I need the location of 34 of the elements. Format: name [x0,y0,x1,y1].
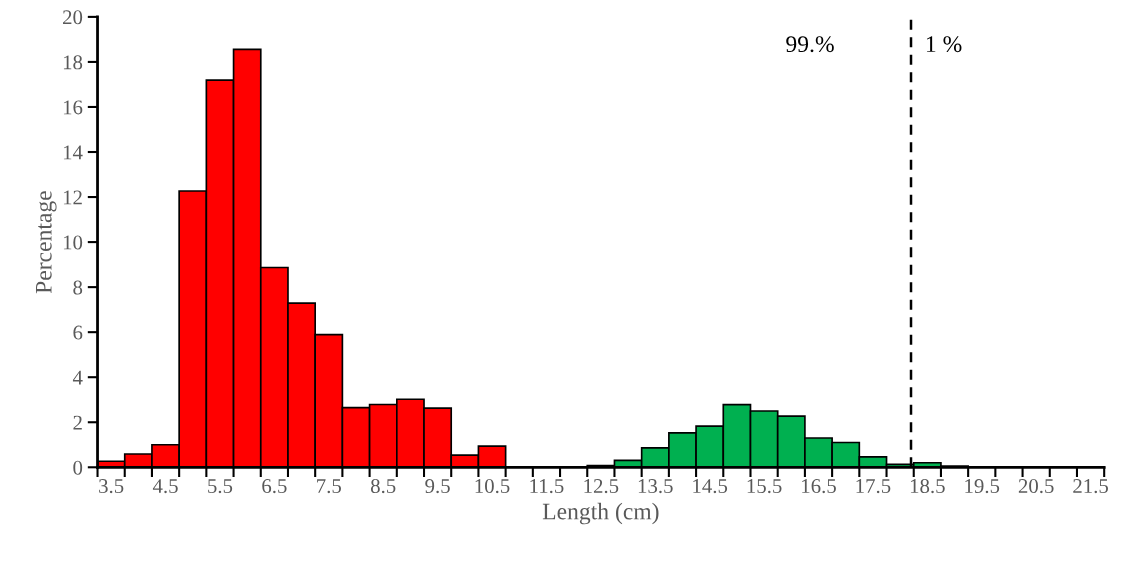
x-tick-label: 19.5 [965,479,1000,494]
y-tick-label: 12 [63,190,82,205]
y-tick-label: 6 [73,325,83,340]
y-tick-label: 14 [63,145,83,160]
y-tick-label: 0 [73,460,83,475]
y-tick-label: 4 [72,370,83,385]
x-tick-label: 17.5 [856,479,891,494]
x-tick-label: 5.5 [208,479,233,494]
x-tick-label: 12.5 [584,479,619,494]
x-tick-label: 20.5 [1018,479,1054,494]
y-tick-label: 2 [73,415,82,430]
x-tick-label: 15.5 [747,479,782,494]
x-axis-title: Length (cm) [542,502,659,525]
annotation: 1 % [926,36,962,53]
x-tick-label: 3.5 [99,479,124,494]
x-tick-label: 7.5 [317,479,341,494]
x-tick-label: 9.5 [425,479,450,494]
y-tick-label: 8 [73,280,83,295]
y-tick-label: 10 [63,235,83,250]
x-tick-label: 11.5 [530,479,564,494]
x-tick-label: 8.5 [370,479,396,494]
x-tick-label: 6.5 [262,479,287,494]
x-tick-label: 13.5 [638,479,673,494]
x-tick-label: 16.5 [802,479,836,494]
y-tick-label: 16 [63,100,83,115]
annotation: 99.% [786,36,834,53]
x-tick-label: 21.5 [1073,479,1108,494]
y-tick-label: 20 [63,10,83,25]
x-tick-label: 14.5 [693,479,728,494]
x-tick-label: 10.5 [475,479,510,494]
y-axis-title: Percentage [36,191,57,294]
y-tick-label: 18 [63,55,83,70]
x-tick-label: 18.5 [910,479,945,494]
x-tick-label: 4.5 [152,479,178,494]
